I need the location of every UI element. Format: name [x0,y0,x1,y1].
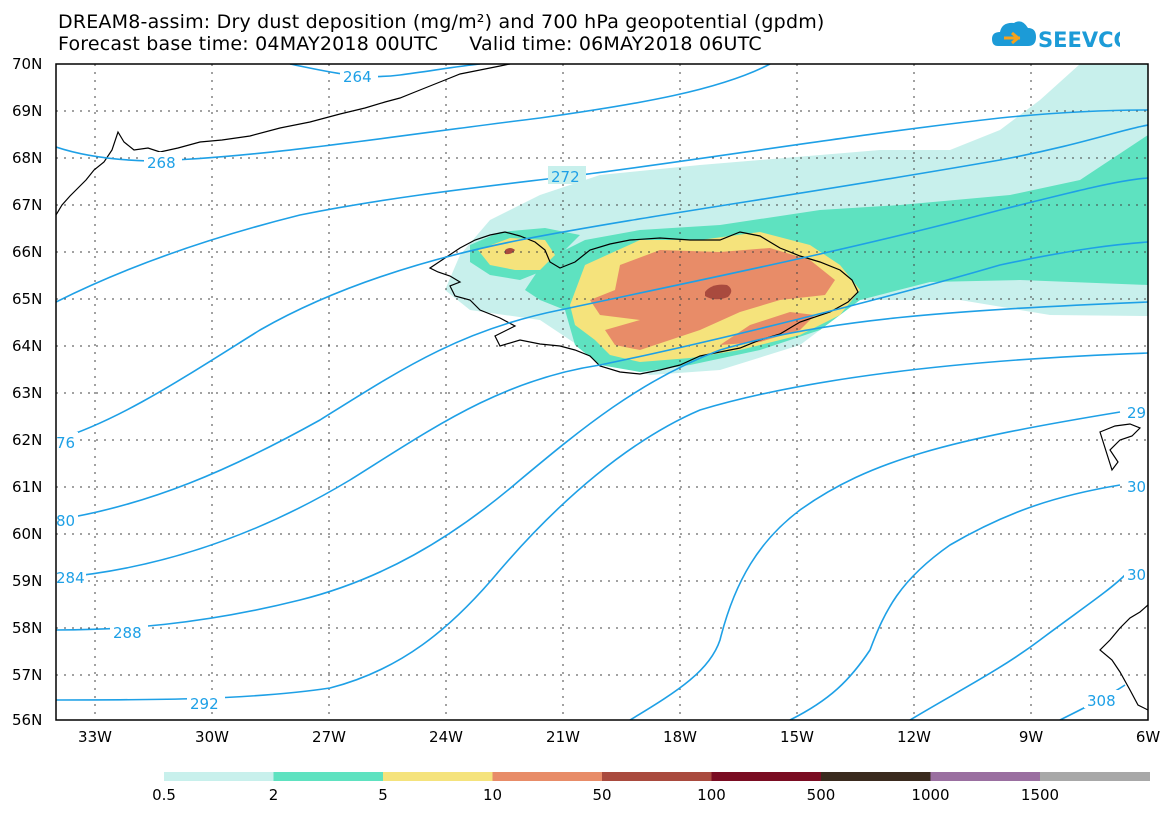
lon-label: 30W [195,728,229,746]
lat-label: 62N [12,431,42,449]
lat-label: 60N [12,525,42,543]
iceland-coast [428,231,859,375]
colorbar-swatch [383,772,493,781]
colorbar-label: 100 [697,786,726,804]
contour-284 [56,241,1148,579]
contour-264 [289,64,481,78]
contour-label-292: 292 [190,695,219,713]
contour-label-280: 80 [56,512,75,530]
geopotential-contours [56,64,1148,720]
contour-label-304: 30 [1127,566,1146,584]
contour-296 [629,411,1121,720]
contour-labels: 264 268 272 76 80 284 288 292 29 30 30 3… [56,66,1148,713]
lat-label: 64N [12,337,42,355]
seevccc-logo: SEEVCCC [992,21,1120,52]
colorbar-legend: 0.5 2 5 10 50 100 500 1000 1500 [152,772,1150,804]
lat-label: 63N [12,384,42,402]
lat-label: 69N [12,102,42,120]
scotland-coast [1099,604,1148,711]
contour-276 [56,124,1148,441]
colorbar-swatch [492,772,603,781]
contour-label-300: 30 [1127,478,1146,496]
lon-label: 18W [663,728,697,746]
contour-288 [56,301,1148,631]
map-subtitle: Forecast base time: 04MAY2018 00UTC Vali… [58,33,762,55]
contour-label-264: 264 [343,68,372,86]
lat-label: 70N [12,55,42,73]
contour-label-272: 272 [551,168,580,186]
contour-304 [909,574,1126,720]
lat-label: 66N [12,243,42,261]
lon-label: 15W [780,728,814,746]
contour-268 [56,64,771,162]
colorbar-swatch [164,772,274,781]
colorbar-label: 2 [269,786,279,804]
colorbar-swatch [602,772,712,781]
lon-label: 33W [78,728,112,746]
lat-label: 65N [12,290,42,308]
lon-label: 21W [546,728,580,746]
contour-label-308: 308 [1087,692,1116,710]
cloud-icon [992,21,1036,46]
colorbar-label: 10 [483,786,502,804]
colorbar-swatch [711,772,822,781]
faroe-coast [1099,423,1142,472]
colorbar-swatch [930,772,1041,781]
dust-region-dark [705,284,732,300]
contour-label-284: 284 [56,569,85,587]
colorbar-label: 1500 [1021,786,1059,804]
lat-label: 58N [12,619,42,637]
dust-region-dark-small [505,248,515,255]
lat-label: 56N [12,711,42,729]
colorbar-swatch [1040,772,1150,781]
lat-label: 61N [12,478,42,496]
coastlines [56,64,1148,711]
lon-label: 24W [429,728,463,746]
contour-300 [789,484,1121,720]
lat-label: 67N [12,196,42,214]
lon-label: 12W [897,728,931,746]
colorbar-label: 50 [592,786,611,804]
lon-axis: 33W 30W 27W 24W 21W 18W 15W 12W 9W 6W [78,728,1160,746]
map-title: DREAM8-assim: Dry dust deposition (mg/m²… [58,11,825,33]
colorbar-label: 0.5 [152,786,176,804]
colorbar-label: 500 [807,786,836,804]
colorbar-label: 5 [378,786,388,804]
contour-label-288: 288 [113,624,142,642]
colorbar-label: 1000 [911,786,949,804]
lon-label: 6W [1136,728,1161,746]
lon-label: 27W [312,728,346,746]
lat-axis: 70N 69N 68N 67N 66N 65N 64N 63N 62N 61N … [12,55,42,729]
colorbar-swatch [821,772,931,781]
dust-region-yellow-west [478,238,555,270]
contour-label-276: 76 [56,434,75,452]
contour-292 [56,352,1148,701]
graticule [56,64,1148,720]
plot-area: 264 268 272 76 80 284 288 292 29 30 30 3… [56,64,1148,720]
contour-280 [56,177,1148,521]
contour-label-268: 268 [147,154,176,172]
lat-label: 68N [12,149,42,167]
lon-label: 9W [1019,728,1044,746]
plot-frame [55,63,1149,721]
contour-label-296: 29 [1127,404,1146,422]
greenland-coast [56,64,511,216]
logo-text: SEEVCCC [1038,28,1120,52]
lat-label: 57N [12,666,42,684]
colorbar-swatch [273,772,384,781]
lat-label: 59N [12,572,42,590]
